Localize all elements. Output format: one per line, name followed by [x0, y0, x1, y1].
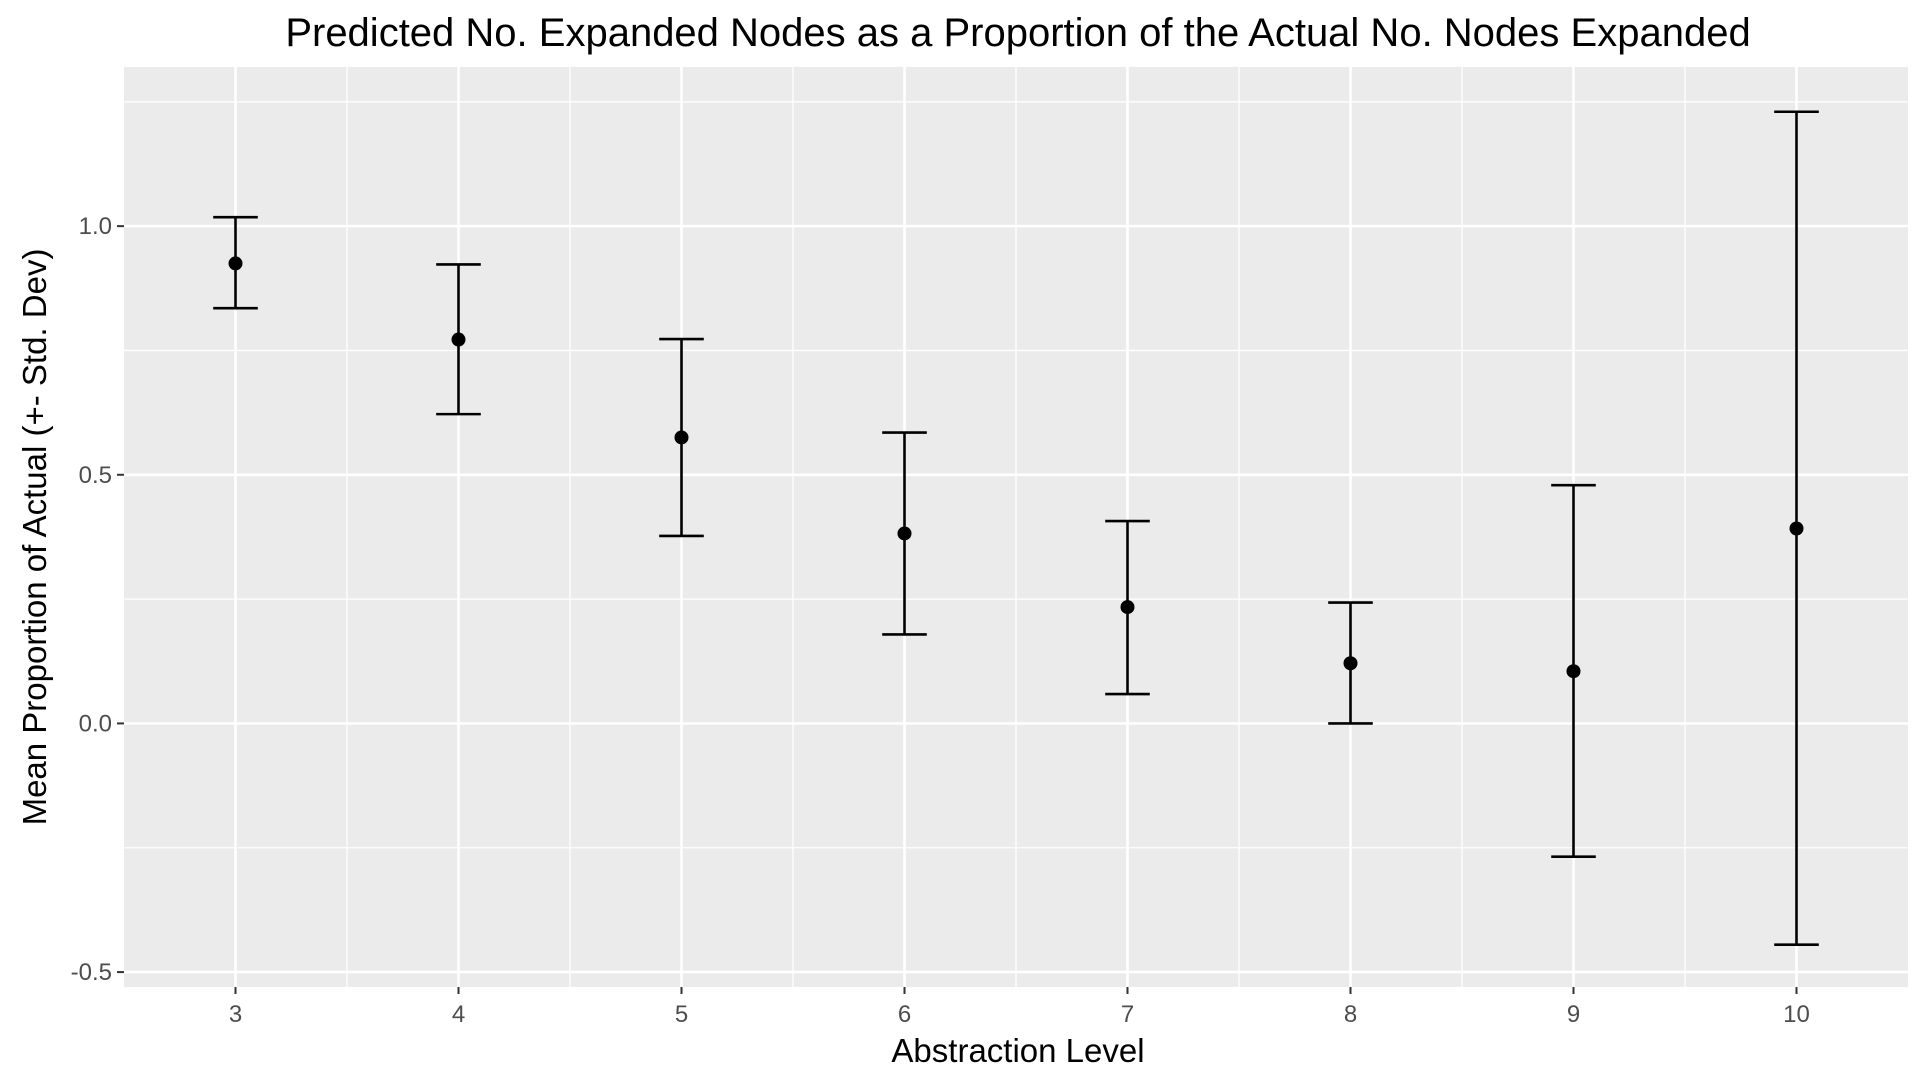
axes: -0.5 0.0 0.5 1.0 3 4 5 6 7 8 9 10: [71, 213, 1810, 1028]
y-tick-label: -0.5: [71, 959, 112, 986]
x-tick-label: 4: [452, 1001, 465, 1028]
x-tick-label: 5: [675, 1001, 688, 1028]
errorbar-group-8: [1328, 601, 1373, 725]
data-series: [213, 110, 1819, 947]
mean-point: [1343, 656, 1358, 671]
x-tick-label: 7: [1121, 1001, 1134, 1028]
errorbar-group-4: [436, 263, 481, 416]
mean-point: [228, 256, 243, 271]
x-axis-title: Abstraction Level: [891, 1032, 1144, 1069]
y-tick-label: 1.0: [79, 213, 112, 240]
mean-point: [451, 332, 466, 347]
x-tick-label: 8: [1344, 1001, 1357, 1028]
mean-point: [1566, 664, 1581, 679]
errorbar-group-7: [1105, 519, 1150, 696]
x-tick-label: 6: [898, 1001, 911, 1028]
x-tick-label: 10: [1783, 1001, 1810, 1028]
x-tick-label: 3: [229, 1001, 242, 1028]
mean-point: [1789, 521, 1804, 536]
x-tick-label: 9: [1567, 1001, 1580, 1028]
y-tick-label: 0.0: [79, 710, 112, 737]
y-tick-label: 0.5: [79, 462, 112, 489]
chart-title: Predicted No. Expanded Nodes as a Propor…: [285, 11, 1750, 55]
errorbar-group-10: [1774, 110, 1819, 947]
errorbar-group-3: [213, 215, 258, 310]
y-axis-title: Mean Proportion of Actual (+- Std. Dev): [16, 249, 53, 826]
errorbar-group-9: [1551, 483, 1596, 859]
errorbar-group-5: [659, 337, 704, 538]
mean-point: [674, 430, 689, 445]
errorbar-group-6: [882, 431, 927, 636]
mean-point: [897, 526, 912, 541]
mean-point: [1120, 600, 1135, 615]
